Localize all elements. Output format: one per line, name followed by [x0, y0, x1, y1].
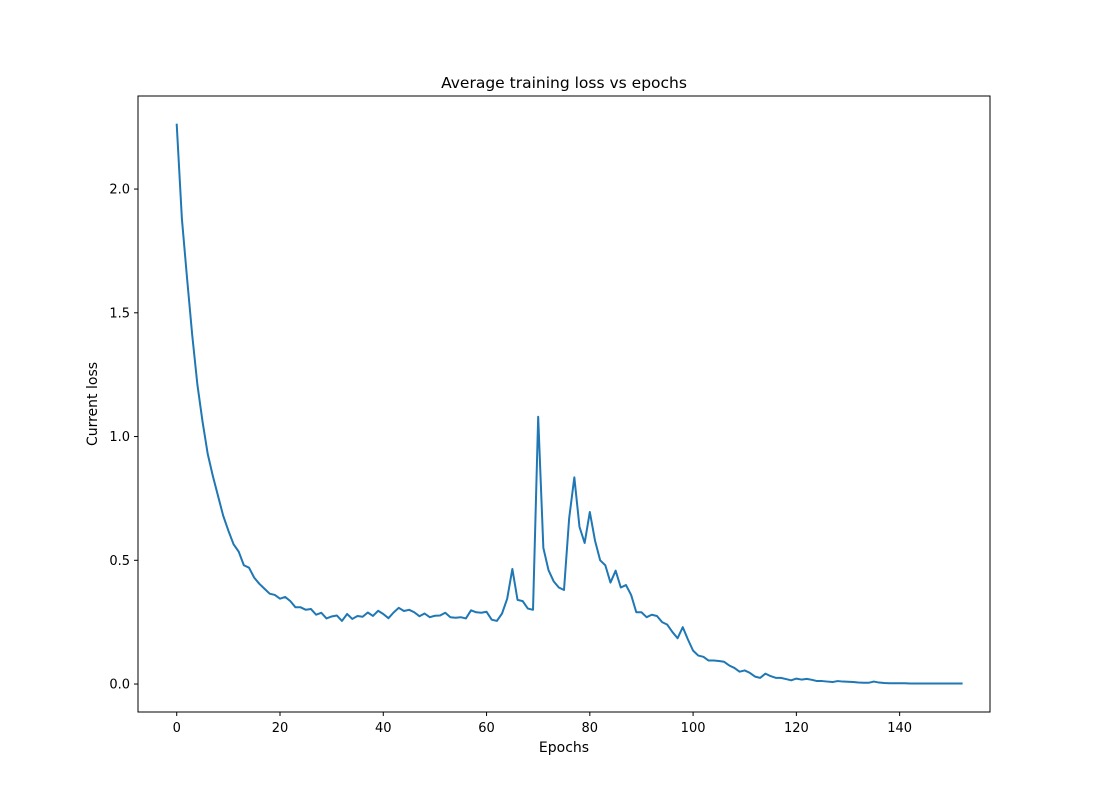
y-tick-label: 1.5	[109, 306, 130, 321]
x-axis-label: Epochs	[539, 740, 589, 756]
x-tick-label: 80	[582, 721, 599, 736]
y-axis-label: Current loss	[85, 362, 101, 446]
x-tick-label: 140	[887, 721, 912, 736]
plot-area: 0 20 40 60 80 100 120 140 0.0 0.5 1.0 1.5 2.0	[109, 123, 963, 736]
axes-frame	[137, 95, 991, 713]
chart-title: Average training loss vs epochs	[441, 74, 687, 92]
x-tick-label: 120	[784, 721, 809, 736]
x-tick-label: 60	[478, 721, 495, 736]
x-tick-label: 0	[173, 721, 181, 736]
x-tick-label: 20	[272, 721, 289, 736]
y-tick-label: 2.0	[109, 183, 130, 198]
y-tick-label: 1.0	[109, 430, 130, 445]
y-tick-label: 0.0	[109, 678, 130, 693]
loss-series-line	[175, 123, 963, 685]
y-tick-label: 0.5	[109, 554, 130, 569]
x-tick-label: 40	[375, 721, 392, 736]
x-tick-label: 100	[681, 721, 706, 736]
